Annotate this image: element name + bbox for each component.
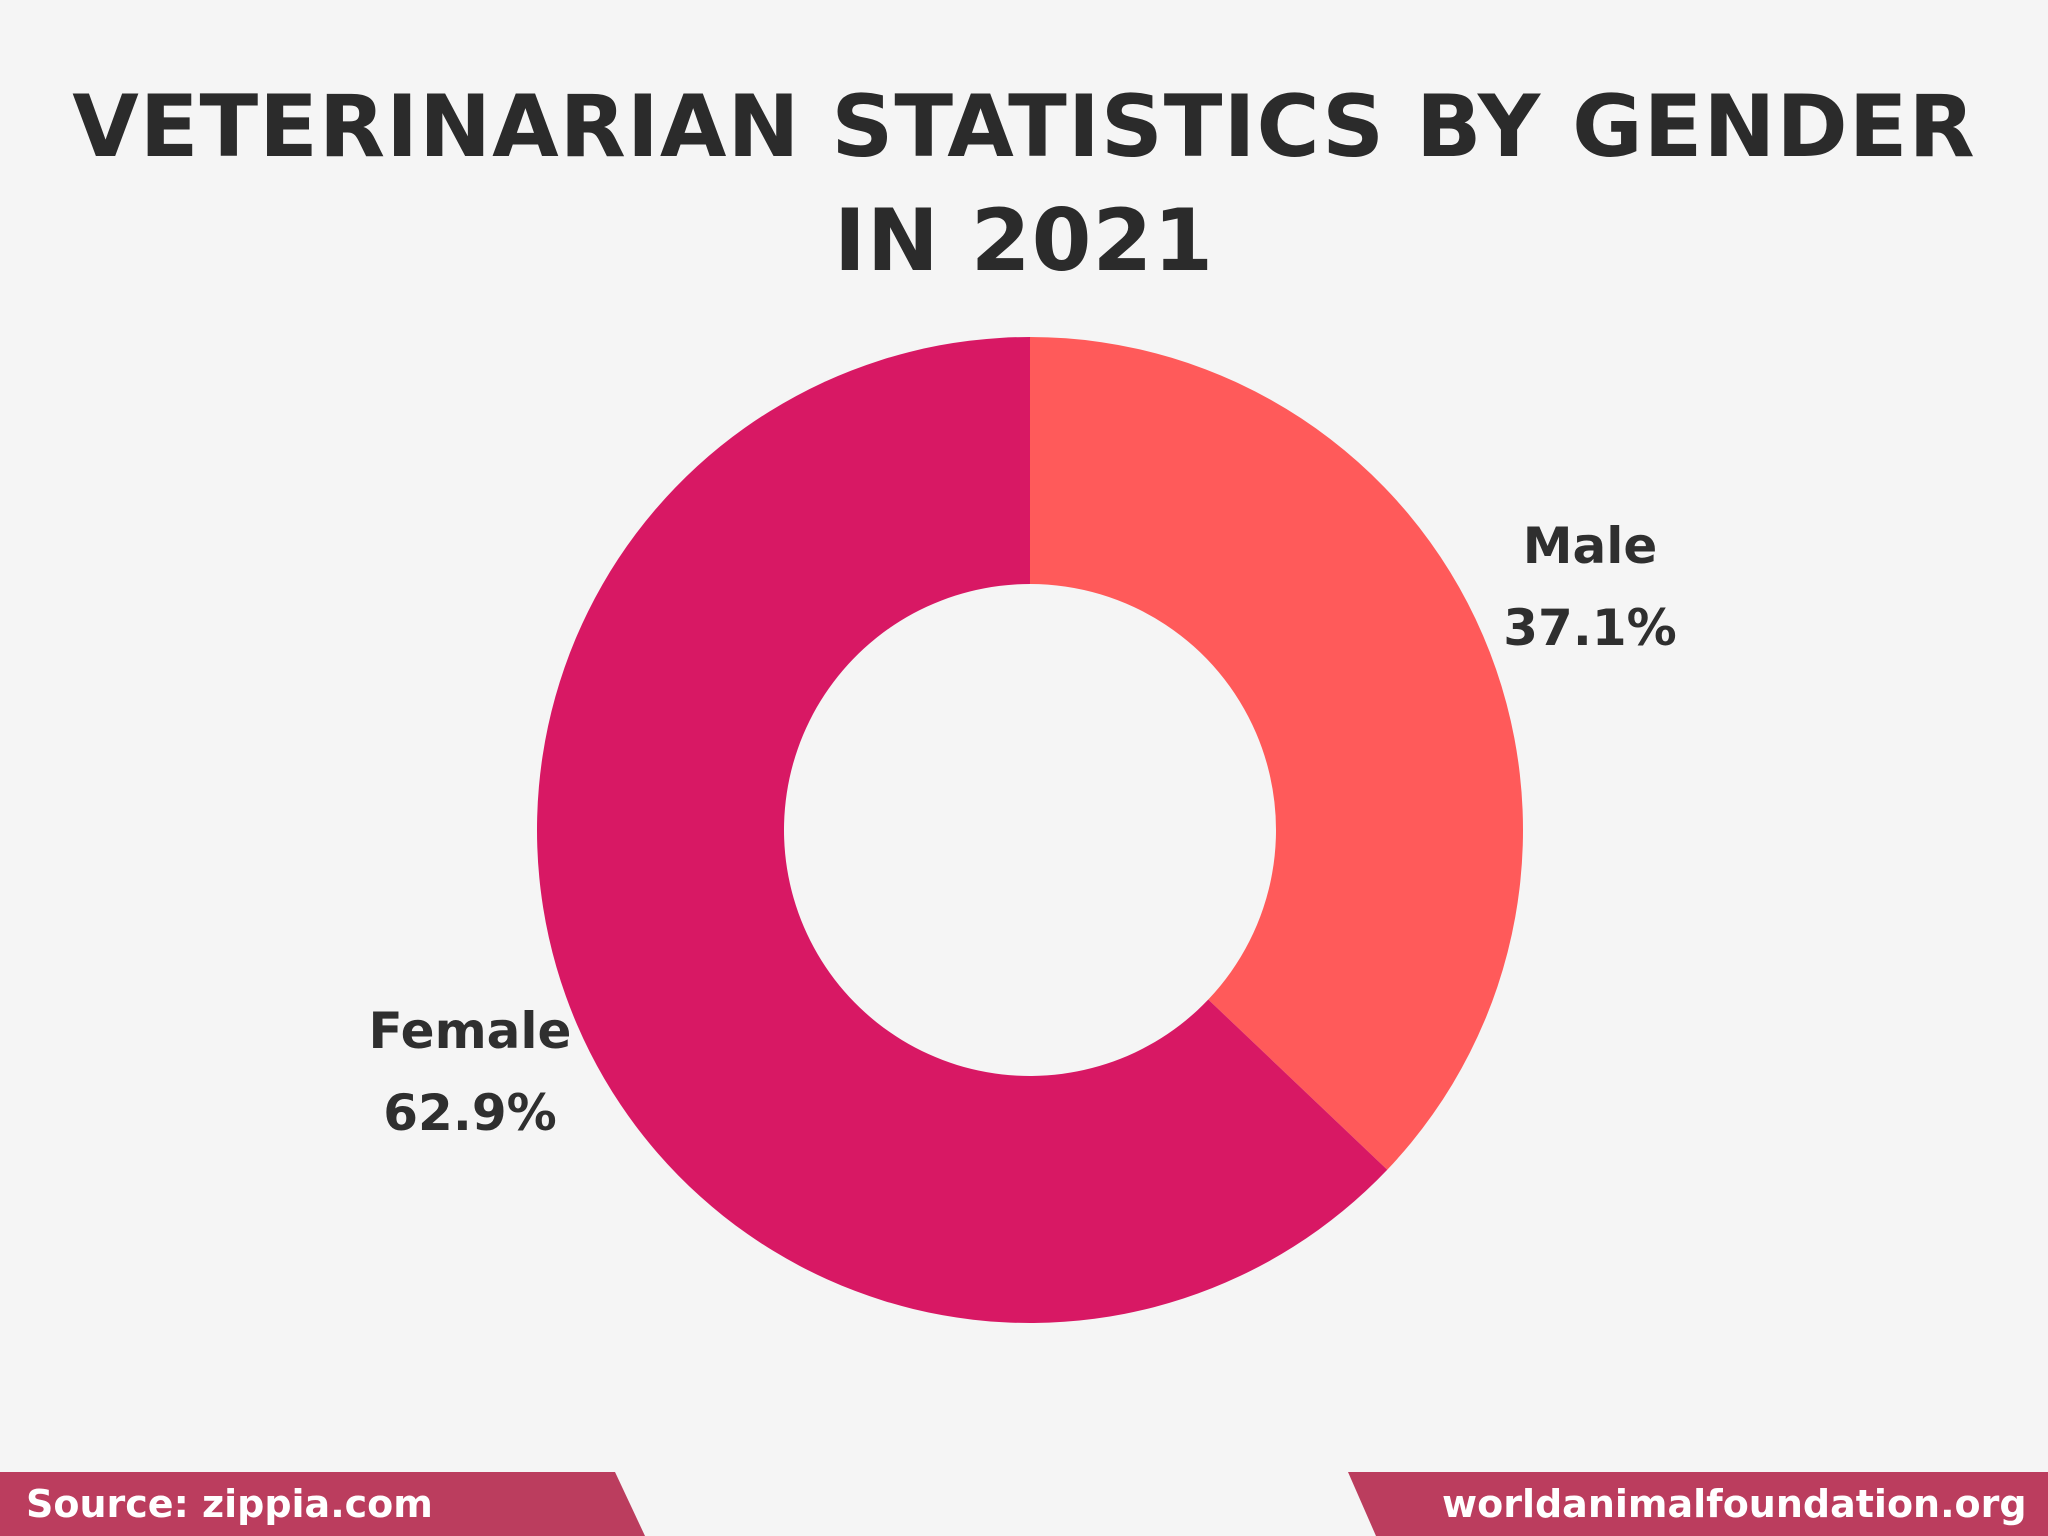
male-label-value: 37.1% <box>1503 599 1677 657</box>
source-banner <box>0 1472 645 1536</box>
donut-slice-female <box>537 337 1388 1323</box>
chart-title-line2: IN 2021 <box>833 191 1215 291</box>
female-label-value: 62.9% <box>383 1084 557 1142</box>
chart-title-line1: VETERINARIAN STATISTICS BY GENDER <box>72 77 1976 177</box>
male-label-name: Male <box>1522 517 1658 575</box>
male-label: Male 37.1% <box>1450 505 1730 669</box>
female-label-name: Female <box>368 1002 572 1060</box>
chart-title: VETERINARIAN STATISTICS BY GENDER IN 202… <box>0 70 2048 298</box>
source-text: Source: zippia.com <box>26 1482 433 1526</box>
female-label: Female 62.9% <box>330 990 610 1154</box>
site-link[interactable]: worldanimalfoundation.org <box>1442 1482 2027 1526</box>
donut-slice-male <box>1030 337 1523 1170</box>
site-banner <box>1348 1472 2048 1536</box>
